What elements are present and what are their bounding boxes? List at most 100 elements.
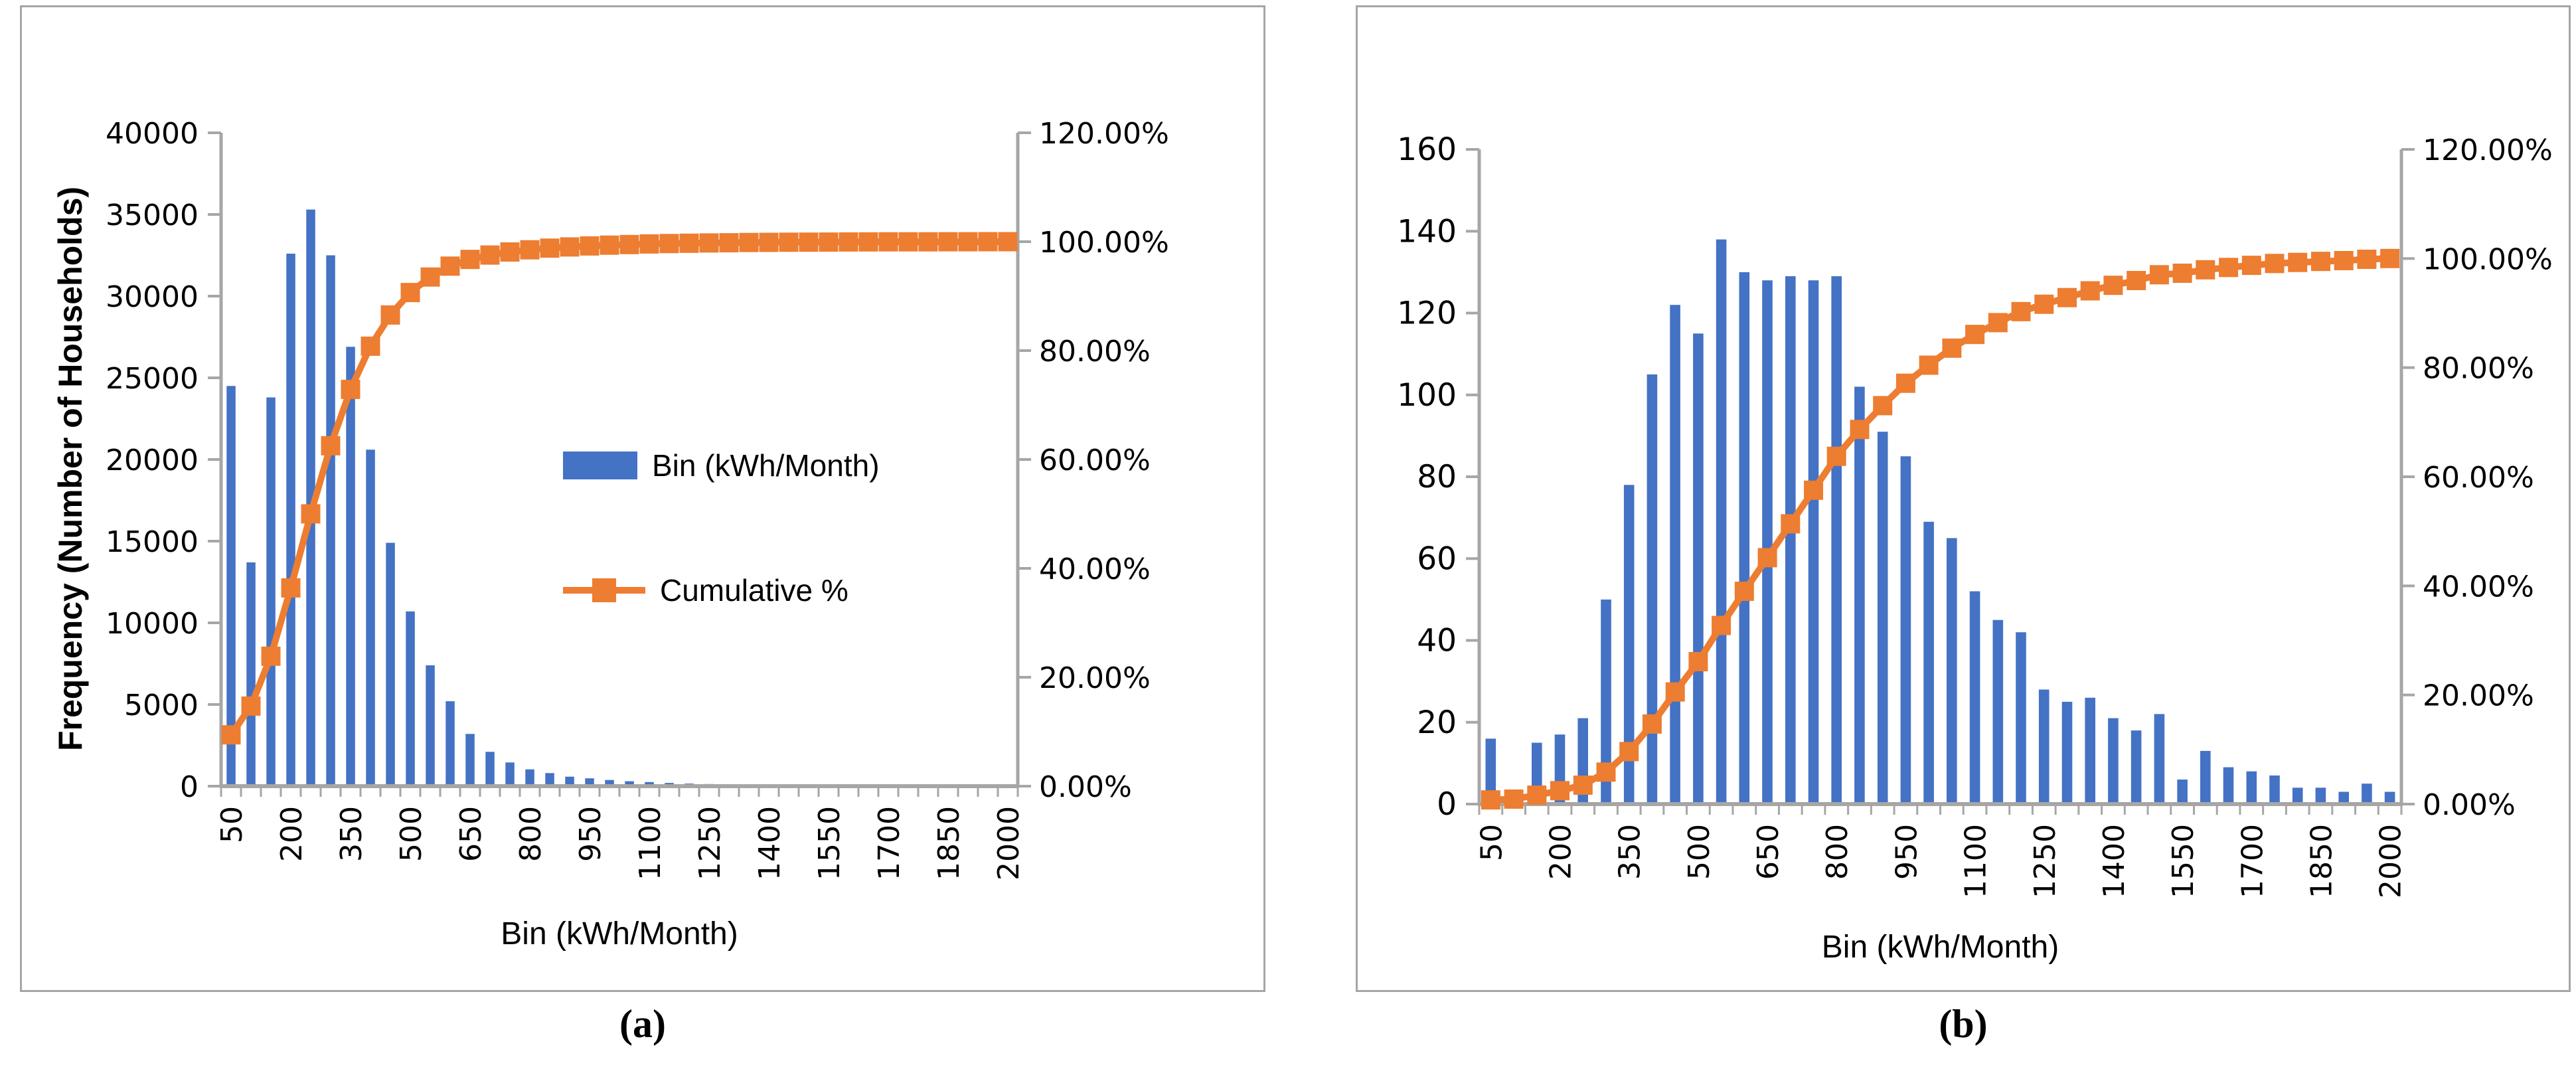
cumulative-marker [1619, 742, 1639, 762]
x-axis-bin-label: 1700 [2235, 824, 2269, 898]
figure-caption-a: (a) [619, 1002, 666, 1046]
histogram-bar [1762, 280, 1773, 804]
figure-caption-b: (b) [1939, 1002, 1988, 1046]
cumulative-marker [2265, 254, 2285, 274]
x-axis-bin-label: 1250 [2028, 824, 2062, 898]
cumulative-marker [619, 234, 639, 254]
histogram-bar [565, 776, 574, 786]
cumulative-marker [858, 232, 878, 252]
histogram-bar [465, 734, 475, 786]
cumulative-marker [440, 256, 460, 276]
cumulative-marker [2241, 256, 2261, 276]
histogram-bar [2154, 714, 2165, 804]
cumulative-marker [759, 232, 779, 252]
y-axis-title-a-wrap: Frequency (Number of Households) [34, 107, 107, 831]
histogram-bar [2384, 791, 2395, 804]
x-axis-bin-label: 500 [1682, 824, 1716, 880]
left-axis-tick-label: 40000 [106, 117, 199, 151]
cumulative-marker [2311, 252, 2330, 272]
cumulative-marker [420, 267, 440, 287]
histogram-bar [2016, 632, 2026, 804]
cumulative-marker [2172, 264, 2192, 283]
x-axis-bin-label: 350 [335, 806, 368, 862]
cumulative-marker [799, 232, 819, 252]
cumulative-marker [460, 250, 480, 270]
histogram-bar [1485, 738, 1496, 804]
bar-swatch-icon [563, 452, 637, 479]
left-axis-tick-label: 80 [1417, 459, 1457, 495]
cumulative-marker [1734, 582, 1754, 601]
x-axis-bin-label: 1850 [2304, 824, 2338, 898]
x-axis-bin-label: 650 [1751, 824, 1785, 880]
cumulative-marker [281, 578, 301, 598]
histogram-bar [226, 386, 236, 786]
cumulative-marker [1804, 480, 1823, 500]
histogram-bar [2131, 730, 2142, 804]
x-axis-bin-label: 1850 [932, 806, 966, 880]
left-axis-tick-label: 60 [1417, 540, 1457, 577]
cumulative-marker [739, 232, 759, 252]
left-axis-tick-label: 140 [1397, 213, 1457, 250]
cumulative-marker [560, 237, 580, 257]
histogram-bar [1831, 276, 1842, 804]
cumulative-marker [998, 232, 1018, 252]
cumulative-marker [1919, 355, 1939, 375]
cumulative-marker [1504, 789, 1524, 809]
cumulative-marker [1712, 616, 1731, 635]
cumulative-marker [2034, 294, 2054, 314]
histogram-bar [2200, 750, 2211, 804]
histogram-bar [1947, 538, 1957, 804]
histogram-bar [1647, 374, 1658, 804]
right-axis-tick-label: 60.00% [1039, 444, 1151, 477]
cumulative-marker [2334, 251, 2354, 270]
cumulative-marker [1573, 776, 1593, 795]
histogram-bar [505, 762, 515, 786]
right-axis-tick-label: 120.00% [1039, 117, 1169, 151]
cumulative-marker [2011, 301, 2031, 321]
left-axis-tick-label: 35000 [106, 199, 199, 232]
histogram-bar [2362, 784, 2372, 804]
x-axis-bin-label: 1550 [813, 806, 846, 880]
x-axis-bin-label: 1100 [1959, 824, 1993, 898]
cumulative-marker [1665, 682, 1685, 702]
histogram-bar [406, 611, 415, 786]
histogram-bar [1969, 591, 1980, 804]
histogram-bar [1739, 272, 1750, 804]
x-axis-bin-label: 500 [394, 806, 428, 862]
histogram-bar [2177, 780, 2188, 804]
cumulative-marker [221, 725, 241, 745]
chart-a: 0 5000 10000 15000 20000 25000 30000 35000 40000… [106, 117, 1169, 880]
left-axis-tick-label: 100 [1397, 377, 1457, 414]
y-axis-title-a: Frequency (Number of Households) [52, 186, 90, 752]
histogram-bar [286, 254, 295, 786]
cumulative-marker [2127, 271, 2146, 290]
cumulative-marker [321, 436, 341, 455]
right-axis-tick-label: 80.00% [2423, 352, 2534, 386]
histogram-bar [1923, 521, 1934, 804]
cumulative-marker [1873, 396, 1893, 416]
histogram-bar [2085, 697, 2095, 804]
cumulative-marker [1757, 548, 1777, 568]
x-axis-bin-label: 200 [275, 806, 309, 862]
x-axis-bin-label: 1550 [2166, 824, 2200, 898]
histogram-bar [2038, 689, 2050, 804]
legend-cumulative-label: Cumulative % [660, 573, 848, 608]
cumulative-marker [2357, 250, 2377, 269]
cumulative-marker [679, 233, 699, 253]
histogram-bar [2269, 775, 2280, 804]
histogram-bar [445, 701, 455, 786]
x-axis-bin-label: 950 [574, 806, 607, 862]
x-axis-bin-label: 2000 [2374, 824, 2408, 898]
right-axis-tick-label: 100.00% [1039, 226, 1169, 260]
x-axis-bin-label: 2000 [992, 806, 1026, 880]
cumulative-marker [659, 234, 679, 254]
histogram-bar [1716, 239, 1727, 805]
histogram-bar [2315, 787, 2326, 804]
cumulative-marker [878, 232, 898, 252]
cumulative-marker [1965, 325, 1985, 345]
histogram-bar [266, 397, 276, 786]
x-axis-title-b: Bin (kWh/Month) [1821, 930, 2059, 965]
x-axis-bin-label: 1400 [2097, 824, 2131, 898]
x-axis-bin-label: 650 [454, 806, 488, 862]
histogram-bar [1601, 599, 1611, 804]
